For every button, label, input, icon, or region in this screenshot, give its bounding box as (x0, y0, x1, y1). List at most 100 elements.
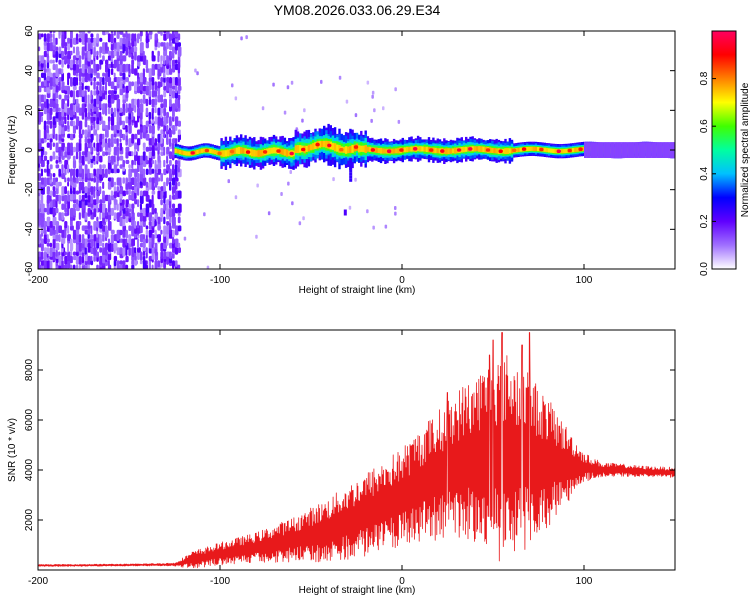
spectrogram-cell (93, 90, 97, 96)
spectrogram-cell (125, 177, 128, 184)
spectrogram-cell (614, 142, 617, 158)
spectrogram-cell (96, 142, 100, 152)
spectrogram-cell (320, 141, 324, 148)
spectrogram-cell (122, 107, 126, 116)
spectrogram-cell (339, 147, 344, 152)
spectrogram-cell (137, 155, 141, 165)
spectrogram-cell (145, 81, 150, 86)
spectrogram-cell (119, 63, 123, 73)
spectrogram-cell (157, 63, 161, 70)
spectrogram-cell (72, 59, 76, 65)
spectrogram-cell (40, 111, 44, 117)
spectrogram-cell (532, 146, 536, 151)
spectrogram-cell (67, 199, 70, 209)
spectrogram-cell (134, 142, 138, 150)
spectrogram-cell (38, 155, 42, 164)
spectrogram-cell (332, 177, 335, 182)
spectrogram-cell (163, 203, 167, 211)
spectrogram-cell (75, 72, 79, 77)
spectrogram-cell (178, 149, 182, 155)
spectrogram-cell (148, 81, 152, 91)
spectrogram-cell (75, 116, 80, 127)
spectrogram-cell (145, 251, 148, 259)
spectrogram-cell (61, 186, 65, 196)
spectrogram-cell (454, 147, 457, 154)
spectrogram-cell (131, 247, 135, 257)
spectrogram-cell (373, 108, 376, 113)
spectrogram-cell (649, 142, 652, 158)
spectrogram-cell (177, 85, 182, 91)
spectrogram-cell (87, 85, 90, 92)
spectrogram-cell (200, 148, 204, 153)
spectrogram-cell (81, 168, 84, 178)
spectrogram-cell (99, 63, 102, 70)
spectrogram-cell (204, 148, 210, 153)
spectrogram-cell (99, 46, 103, 54)
spectrogram-cell (40, 72, 45, 78)
spectrogram-cell (187, 151, 190, 156)
spectrogram-cell (96, 203, 99, 213)
spectrogram-cell (370, 148, 376, 152)
spectrogram-cell (234, 195, 238, 200)
spectrogram-cell (55, 155, 59, 160)
spectrogram-cell (125, 46, 128, 56)
spectrogram-cell (58, 225, 62, 234)
spectrogram-cell (49, 247, 53, 257)
spectrogram-cell (550, 148, 553, 153)
spectrogram-cell (667, 142, 670, 158)
spectrogram-cell (43, 234, 48, 244)
spectrogram-cell (137, 85, 141, 94)
spectrogram-cell (312, 143, 315, 150)
spectrogram-cell (38, 129, 41, 139)
spectrogram-cell (148, 168, 152, 175)
spectrogram-cell (139, 234, 144, 243)
spectrogram-cell (64, 103, 68, 113)
spectrogram-cell (128, 207, 132, 213)
spectrogram-cell (177, 247, 181, 253)
spectrogram-cell (64, 264, 68, 269)
y-tick-label: 40 (24, 65, 35, 77)
spectrogram-cell (166, 164, 171, 171)
spectrogram-cell (99, 255, 103, 265)
spectrogram-cell (151, 50, 154, 59)
spectrogram-cell (116, 120, 120, 131)
spectrogram-cell (67, 225, 70, 234)
spectrogram-cell (145, 85, 150, 96)
spectrogram-cell (116, 111, 120, 122)
spectrogram-cell (90, 42, 93, 50)
spectrogram-cell (75, 251, 80, 257)
spectrogram-cell (64, 125, 67, 132)
spectrogram-cell (119, 238, 124, 243)
spectrogram-cell (78, 264, 81, 269)
colorbar-tick-label: 0.4 (699, 166, 710, 180)
spectrogram-cell (504, 148, 507, 154)
spectrogram-cell (38, 46, 41, 52)
spectrogram-cell (64, 46, 67, 56)
spectrogram-cell (561, 149, 564, 154)
spectrogram-cell (107, 146, 112, 153)
spectrogram-cell (303, 108, 306, 113)
spectrogram-cell (70, 103, 74, 111)
spectrogram-cell (169, 151, 173, 160)
spectrogram-cell (384, 148, 387, 154)
spectrogram-cell (166, 133, 169, 143)
spectrogram-cell (90, 90, 93, 100)
spectrogram-cell (113, 164, 118, 174)
spectrogram-cell (105, 59, 109, 65)
spectrogram-cell (67, 94, 70, 100)
spectrogram-cell (142, 207, 147, 217)
spectrogram-cell (81, 151, 86, 156)
spectrogram-cell (119, 116, 122, 126)
spectrogram-cell (366, 209, 369, 214)
spectrogram-cell (447, 148, 450, 155)
spectrogram-cell (90, 68, 94, 74)
spectrogram-cell (632, 142, 635, 158)
spectrogram-cell (386, 149, 392, 153)
spectrogram-cell (594, 142, 598, 158)
spectrogram-cell (102, 42, 106, 52)
spectrogram-cell (49, 59, 54, 64)
spectrogram-cell (46, 111, 51, 121)
spectrogram-cell (137, 181, 141, 189)
spectrogram-cell (139, 111, 143, 120)
spectrogram-cell (176, 149, 180, 154)
